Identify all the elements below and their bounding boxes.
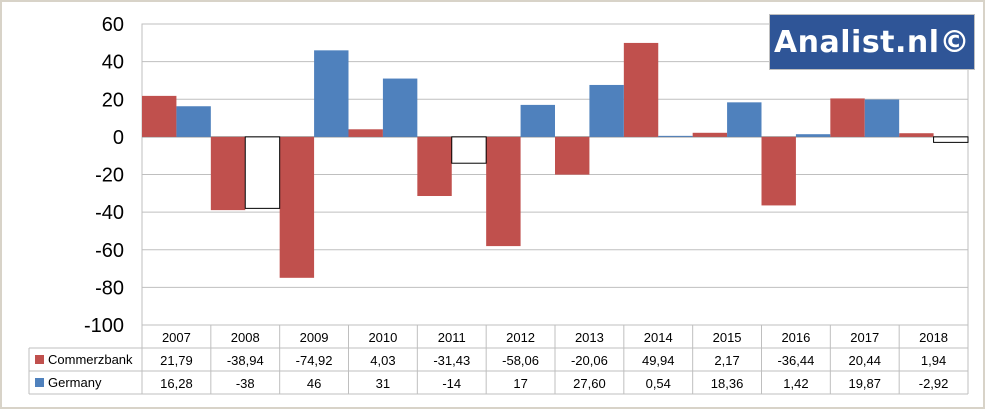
- data-label-germany: 27,60: [573, 376, 606, 391]
- y-tick-label: 0: [113, 127, 124, 149]
- data-label-germany: -2,92: [919, 376, 949, 391]
- data-label-germany: -14: [442, 376, 461, 391]
- data-label-germany: 16,28: [160, 376, 193, 391]
- bar-germany-2007: [176, 106, 211, 137]
- bar-commerzbank-2013: [555, 136, 590, 175]
- bar-commerzbank-2008: [210, 136, 246, 211]
- y-tick-label: 40: [102, 52, 124, 74]
- data-label-commerzbank: 4,03: [370, 353, 395, 368]
- bar-germany-2014: [658, 135, 693, 137]
- legend-key-germany: [35, 378, 44, 387]
- y-tick-label: -60: [95, 240, 124, 262]
- bar-commerzbank-2016: [761, 136, 796, 206]
- x-tick-label: 2010: [368, 330, 397, 345]
- bar-commerzbank-2011: [417, 136, 452, 197]
- legend-label-commerzbank: Commerzbank: [48, 352, 133, 367]
- data-label-commerzbank: -58,06: [502, 353, 539, 368]
- legend-label-germany: Germany: [48, 375, 102, 390]
- y-tick-label: -40: [95, 202, 124, 224]
- data-label-germany: -38: [236, 376, 255, 391]
- y-tick-label: -20: [95, 165, 124, 187]
- data-label-germany: 19,87: [848, 376, 881, 391]
- logo-text: Analist.nl©: [773, 24, 971, 60]
- y-tick-label: 60: [102, 14, 124, 36]
- y-tick-label: -80: [95, 277, 124, 299]
- data-label-commerzbank: 20,44: [848, 353, 881, 368]
- x-tick-label: 2009: [300, 330, 329, 345]
- bar-commerzbank-2017: [830, 98, 865, 137]
- legend-key-commerzbank: [35, 355, 44, 364]
- data-label-commerzbank: -31,43: [433, 353, 470, 368]
- y-tick-label: 20: [102, 89, 124, 111]
- data-label-germany: 17: [513, 376, 527, 391]
- x-tick-label: 2007: [162, 330, 191, 345]
- data-label-commerzbank: 21,79: [160, 353, 193, 368]
- bar-germany-2017: [864, 99, 900, 137]
- data-label-commerzbank: -74,92: [296, 353, 333, 368]
- x-tick-label: 2014: [644, 330, 673, 345]
- bar-germany-2011: [451, 136, 487, 164]
- x-tick-label: 2011: [438, 330, 466, 345]
- data-label-commerzbank: -38,94: [227, 353, 264, 368]
- bar-commerzbank-2014: [623, 42, 659, 137]
- bar-germany-2012: [520, 104, 555, 137]
- x-tick-label: 2008: [231, 330, 260, 345]
- bar-commerzbank-2007: [142, 95, 177, 137]
- bar-germany-2016: [795, 134, 831, 137]
- data-label-germany: 18,36: [711, 376, 744, 391]
- bar-commerzbank-2009: [279, 136, 315, 278]
- bar-commerzbank-2010: [348, 129, 383, 137]
- bar-commerzbank-2012: [486, 136, 521, 247]
- data-label-germany: 46: [307, 376, 321, 391]
- x-tick-label: 2015: [713, 330, 742, 345]
- bar-germany-2010: [382, 78, 418, 137]
- y-tick-label: -100: [84, 315, 124, 337]
- data-label-commerzbank: 49,94: [642, 353, 675, 368]
- data-label-germany: 0,54: [646, 376, 671, 391]
- bar-germany-2013: [589, 84, 624, 137]
- x-tick-label: 2016: [781, 330, 810, 345]
- data-label-germany: 31: [376, 376, 390, 391]
- bar-germany-2008: [244, 136, 281, 209]
- data-label-commerzbank: -36,44: [777, 353, 814, 368]
- bar-germany-2009: [314, 50, 349, 137]
- x-tick-label: 2018: [919, 330, 948, 345]
- bar-commerzbank-2018: [899, 133, 934, 137]
- x-tick-label: 2013: [575, 330, 604, 345]
- x-tick-label: 2017: [850, 330, 879, 345]
- data-label-germany: 1,42: [783, 376, 808, 391]
- analist-logo: Analist.nl©: [769, 14, 975, 70]
- x-tick-label: 2012: [506, 330, 535, 345]
- data-label-commerzbank: 1,94: [921, 353, 946, 368]
- bar-commerzbank-2015: [692, 132, 728, 137]
- bar-germany-2018: [933, 136, 969, 143]
- bar-germany-2015: [727, 102, 762, 137]
- data-label-commerzbank: -20,06: [571, 353, 608, 368]
- data-label-commerzbank: 2,17: [714, 353, 739, 368]
